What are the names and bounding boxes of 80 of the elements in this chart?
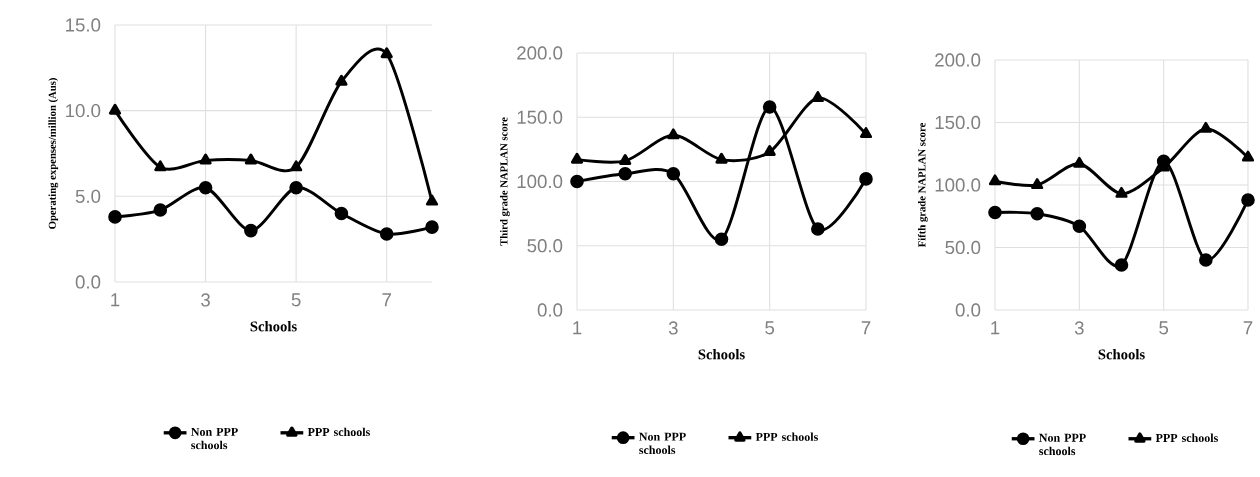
point <box>859 172 873 186</box>
point <box>618 166 632 181</box>
x-axis-title: Schools <box>1098 349 1145 360</box>
x-tick-label: 3 <box>668 321 678 335</box>
x-tick-label: 1 <box>573 321 582 335</box>
point <box>1241 150 1255 162</box>
point <box>108 210 122 224</box>
y-tick-label: 200.0 <box>517 46 563 60</box>
point <box>762 100 777 114</box>
point <box>570 152 584 164</box>
x-tick-label: 5 <box>291 293 301 307</box>
y-tick-label: 150.0 <box>935 115 981 130</box>
y-tick-label: 0.0 <box>75 275 101 289</box>
point <box>334 206 349 221</box>
point <box>379 227 394 241</box>
point <box>667 128 680 140</box>
point <box>811 222 825 236</box>
y-tick-label: 0.0 <box>537 303 563 317</box>
point <box>199 153 212 165</box>
y-tick-label: 0.0 <box>955 303 981 317</box>
legend-label: PPP schools <box>755 432 818 441</box>
x-tick-label: 3 <box>1074 321 1084 335</box>
y-tick-label: 50.0 <box>945 240 981 255</box>
y-axis-title: Operating expenses/million (Aus) <box>48 78 59 229</box>
x-tick-label: 7 <box>861 321 871 335</box>
point <box>1241 193 1255 207</box>
point <box>1199 253 1213 267</box>
x-tick-label: 7 <box>1243 321 1253 335</box>
point <box>570 174 584 189</box>
y-tick-label: 5.0 <box>75 189 101 203</box>
y-tick-label: 100.0 <box>517 174 563 189</box>
point <box>1199 121 1212 133</box>
point <box>859 127 873 139</box>
point <box>1030 206 1044 221</box>
x-tick-label: 3 <box>201 293 210 307</box>
point <box>289 180 303 195</box>
point <box>380 47 393 59</box>
point <box>1031 178 1044 190</box>
x-tick-label: 1 <box>111 293 120 307</box>
point <box>244 153 257 165</box>
point <box>811 91 824 103</box>
y-axis-title: Third grade NAPLAN score <box>500 117 510 246</box>
legend-label: Non PPP schools <box>639 432 686 455</box>
point <box>714 232 729 247</box>
y-tick-label: 50.0 <box>527 239 563 253</box>
point <box>198 180 213 195</box>
point <box>763 145 776 157</box>
point <box>1114 258 1129 272</box>
legend-label: PPP schools <box>1155 433 1218 443</box>
y-tick-label: 200.0 <box>935 53 981 67</box>
point <box>1115 186 1128 198</box>
point <box>108 103 122 115</box>
x-tick-label: 7 <box>382 293 391 307</box>
legend-label: PPP schools <box>307 427 370 437</box>
x-tick-label: 5 <box>1159 321 1169 335</box>
y-tick-label: 150.0 <box>517 110 563 124</box>
point <box>988 205 1002 220</box>
point <box>1072 219 1087 234</box>
point <box>1073 156 1086 168</box>
point <box>154 160 167 172</box>
point <box>290 160 303 172</box>
y-tick-label: 10.0 <box>66 104 101 118</box>
point <box>425 194 439 206</box>
x-axis-title: Schools <box>698 349 745 360</box>
legend-label: Non PPP schools <box>191 427 238 450</box>
point <box>715 152 728 164</box>
point <box>666 166 681 181</box>
legend-label: Non PPP schools <box>1039 433 1086 456</box>
point <box>244 223 258 238</box>
x-axis-title: Schools <box>250 321 297 332</box>
y-axis-title: Fifth grade NAPLAN score <box>917 123 928 248</box>
x-tick-label: 1 <box>991 321 1000 335</box>
point <box>988 174 1002 186</box>
point <box>153 203 168 217</box>
y-tick-label: 100.0 <box>935 178 981 192</box>
x-tick-label: 5 <box>765 321 775 335</box>
point <box>619 154 632 166</box>
y-tick-label: 15.0 <box>66 18 101 32</box>
point <box>425 220 439 234</box>
point <box>335 74 348 86</box>
